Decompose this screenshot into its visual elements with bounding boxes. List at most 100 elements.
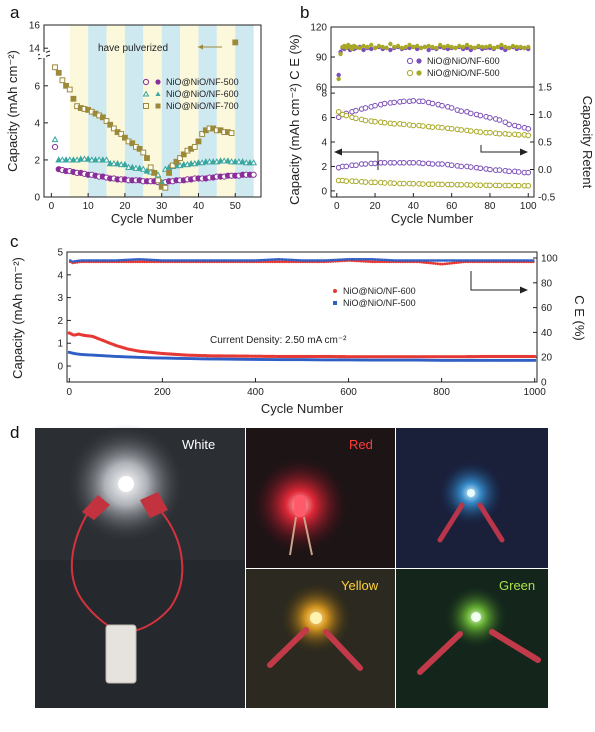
chart-c-ce-point [311,259,314,262]
chart-c-capacity-point [211,357,215,361]
chart-c-capacity-point [367,358,371,362]
chart-c-capacity-point [207,357,211,361]
chart-c-ce-point [245,259,249,262]
chart-c-ce-point [369,258,372,261]
chart-c-ce-point [313,259,316,262]
chart-a-point [55,69,62,76]
chart-b-capacity-point [468,182,474,188]
chart-c-ce-point [140,260,144,264]
chart-b-ce-point [426,43,431,49]
chart-a-frame [43,24,262,198]
chart-c-capacity-point [380,358,384,362]
chart-c-ce-point [299,259,302,262]
chart-c-ce-point [448,261,451,265]
chart-c-ce-point [278,260,282,264]
chart-b-ytick-left-label: 6 [321,113,327,124]
photo-red: Red [246,428,395,568]
chart-a-ytick-label: 16 [29,21,41,32]
chart-c-capacity-point [69,351,73,355]
chart-c-capacity-point [138,356,142,359]
chart-c-ce-point [99,259,102,262]
chart-c-ce-point [278,258,281,261]
chart-c-capacity-point [181,357,185,360]
chart-c-capacity-point [447,358,451,362]
chart-c-capacity-point [201,357,205,361]
chart-b-arrow-left [334,148,379,170]
chart-c-capacity-point [114,355,118,358]
chart-c-ce-point [266,260,270,264]
chart-c-capacity-point [67,350,71,354]
chart-c-ce-point [285,258,288,261]
chart-c-capacity-point [445,358,449,362]
chart-c-ce-point [96,259,100,262]
chart-c-ce-point [504,259,507,262]
chart-c-capacity-point [455,358,458,362]
chart-c-xlabel: Cycle Number [261,401,344,416]
chart-b-retention-point [439,102,445,109]
chart-c-ce-point [443,262,447,266]
chart-c-ce-point [122,258,125,262]
chart-c-capacity-point [261,358,265,361]
chart-c-capacity-point [522,358,525,362]
chart-c-ce-point [455,259,458,262]
chart-c-ce-point [169,259,172,262]
chart-c-ce-point [304,259,307,262]
chart-c-capacity-point [350,358,354,362]
chart-b-capacity-point [400,159,407,166]
chart-b-capacity-point [429,181,436,187]
chart-c-capacity-point [399,358,403,362]
chart-c-ce-point [483,259,486,262]
chart-b-ce-point [464,42,470,48]
chart-a-xtick-label: 40 [193,201,205,212]
chart-a-point [136,164,144,171]
chart-c-capacity-point [352,358,356,362]
chart-c-capacity-point [373,358,376,362]
chart-c-capacity-point [108,354,112,358]
chart-c-capacity-point [231,357,235,361]
chart-b-ce-point [522,45,527,51]
chart-c-ce-point [176,259,179,262]
chart-c-capacity-point [259,358,263,361]
chart-c-ce-point [283,258,286,261]
cycle-band [198,25,217,197]
chart-c-ce-point [457,259,461,262]
chart-b-ytick-top-label: 120 [310,23,327,34]
chart-c-capacity-point [382,358,386,362]
chart-c-ce-point [297,259,300,262]
chart-c-ce-point [459,259,463,262]
legend-b-nf500-open-marker [406,69,414,77]
chart-c-capacity-point [220,357,224,361]
chart-c-capacity-point [147,356,151,360]
chart-c-capacity-point [250,357,254,361]
chart-b-capacity-point [525,182,532,189]
chart-c-capacity-point [254,358,257,361]
chart-c-ce-point [506,259,509,262]
chart-c-ce-point [285,260,289,264]
chart-b-ce-point [422,44,428,50]
chart-c-ce-point [369,260,372,264]
chart-c-capacity-point [97,354,101,357]
chart-b-capacity-point [525,169,532,176]
chart-a-point [166,170,172,176]
chart-c-ce-point [366,258,370,261]
chart-c-ce-point [141,258,144,261]
chart-c-capacity-point [205,357,209,361]
chart-c-capacity-point [443,358,447,362]
chart-c-capacity-point [142,356,146,359]
chart-c-capacity-point [242,357,246,361]
chart-c-capacity-point [356,358,360,362]
chart-c-capacity-point [179,357,183,360]
white-clip-right [140,492,168,518]
legend-b-nf600-open-marker [406,57,414,65]
chart-a-point [103,118,110,124]
chart-c-ce-point [485,259,488,262]
chart-c-ce-point [385,258,388,262]
chart-c-ce-point [373,258,377,261]
chart-c-capacity-point [429,358,432,362]
chart-c-ce-point [192,259,195,262]
chart-c-capacity-point [123,355,127,359]
chart-c-ce-point [73,260,77,263]
chart-c-capacity-point [362,358,365,362]
chart-c-ce-point [390,259,393,262]
chart-b-ce-point [418,45,424,51]
